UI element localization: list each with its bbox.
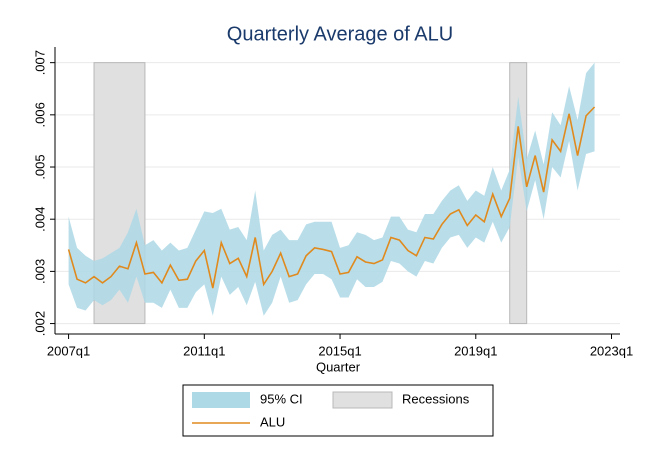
data-line [67, 106, 596, 289]
legend-label: 95% CI [260, 391, 303, 406]
x-tick-label: 2011q1 [183, 343, 225, 358]
legend-swatch [332, 391, 393, 409]
y-tick-label: .006 [32, 102, 47, 127]
x-tick-label: 2019q1 [454, 343, 497, 358]
legend-label: ALU [260, 414, 285, 429]
legend-label: Recessions [402, 391, 470, 406]
ci-area [68, 62, 595, 316]
x-tick-label: 2015q1 [318, 343, 361, 358]
x-axis-label: Quarter [316, 359, 361, 374]
legend-swatch [192, 392, 250, 408]
y-tick-label: .005 [32, 154, 47, 179]
y-tick-label: .003 [32, 259, 47, 284]
x-tick-label: 2023q1 [590, 343, 633, 358]
x-tick-label: 2007q1 [47, 343, 90, 358]
y-tick-label: .007 [32, 50, 47, 75]
y-tick-label: .002 [32, 311, 47, 336]
y-tick-label: .004 [32, 207, 47, 232]
chart-title: Quarterly Average of ALU [227, 23, 453, 45]
